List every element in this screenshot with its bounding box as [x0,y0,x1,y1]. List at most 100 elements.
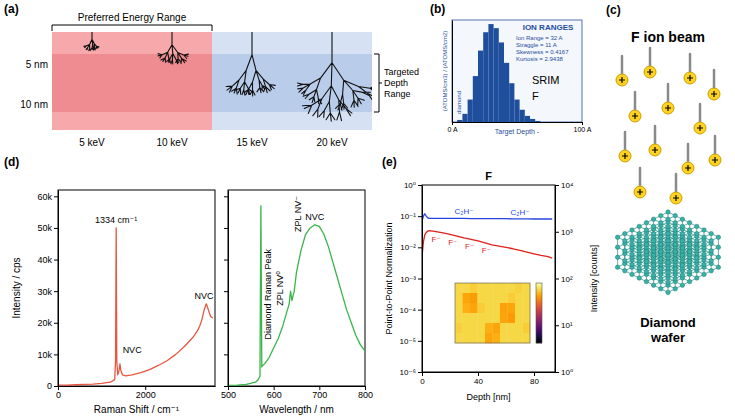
lattice-atom [680,224,684,228]
tick-mark [555,325,559,326]
bracket-label: Preferred Energy Range [78,12,187,23]
ion-ball [709,154,721,166]
tick-mark [224,228,228,229]
tick: 60k [37,192,58,202]
lattice-atom [666,239,670,243]
tick: 20k [37,318,58,328]
lattice-atom [673,277,677,281]
lattice-atom [630,252,634,256]
ion-cascade [226,32,275,96]
lattice-atom [716,255,720,259]
colorbar-step [536,333,542,335]
tick-mark [54,196,58,197]
ion [682,144,694,174]
tick: 10⁰ [555,368,573,377]
ion-tail [667,84,670,102]
lattice-bonds [618,212,719,292]
lattice-atom [637,266,641,270]
depth-band [52,54,212,112]
energy-region [52,32,212,130]
tick: 0 [420,372,425,386]
tick-label: 10⁻⁴ [399,306,416,315]
lattice-atom [615,245,619,249]
tick-label: 10² [561,275,573,284]
lattice-atom [687,279,691,283]
plot-frame [422,185,555,372]
lattice-atom [623,239,627,243]
lattice-atom [637,224,641,228]
heatmap-cell [470,283,478,293]
heatmap-cell [455,333,463,343]
heatmap-cell [485,333,493,343]
lattice-atom [623,259,627,263]
lattice-atom [716,235,720,239]
annotation: Ion Range = 32 A [516,35,563,41]
plot-frame [228,190,365,386]
tick-label: 10⁻³ [400,275,416,284]
tick-label: 0 [47,381,52,391]
heatmap-cell [493,283,501,293]
heatmap-cell [508,323,516,333]
colorbar-step [536,339,542,341]
heatmap-cell [493,313,501,323]
ion-tail [634,92,637,110]
peak-label: ZPL NV⁰ [275,271,285,306]
tick-mark [555,185,559,186]
lattice-atom [680,273,684,277]
bar [525,116,530,122]
bracket-label: TargetedDepthRange [384,67,419,99]
lattice-atom [659,235,663,239]
tick-mark [54,354,58,355]
colorbar-step [536,311,542,313]
tick: 600 [267,386,282,400]
ion-charge [711,91,717,97]
tick-label: 0 [56,390,61,400]
tick: 800 [358,386,373,400]
lattice-atom [659,267,663,271]
ion-ball [670,192,682,204]
lattice-atom [637,276,641,280]
pl-chart: 500600700800Wavelength / nmNVCDiamond Ra… [221,190,373,415]
axis-line [422,186,423,373]
lattice-atom [687,249,691,253]
colorbar-step [536,335,542,337]
tick-label: 10¹ [561,321,573,330]
heatmap-cell [470,333,478,343]
tick-label: 40k [37,255,52,265]
tick-label: 10⁻² [400,243,416,252]
data-line [422,231,552,258]
ion-tail [675,174,678,192]
lattice-atom [680,231,684,235]
y-axis: 010k20k30k40k50k60k [37,191,58,392]
ion-ball [682,162,694,174]
tick-label: 80 [530,377,539,386]
bar [488,24,493,122]
energy-label: 20 keV [316,137,347,148]
lattice-atom [687,221,691,225]
lattice-atom [666,217,670,221]
heatmap-cell [478,303,486,313]
lattice-atom [695,246,699,250]
beam-label: F ion beam [631,29,705,45]
annotation: SRIM [532,74,560,86]
heatmap-cell [523,313,531,323]
lattice-atom [644,279,648,283]
tick-mark [418,310,422,311]
heatmap-cell [515,293,523,303]
tick-mark [418,216,422,217]
lattice-atom [702,272,706,276]
lattice-atom [680,239,684,243]
panel-b: 0 A100 AION RANGESIon Range = 32 AStragg… [442,20,592,136]
ion-ball [662,102,674,114]
heatmap-cell [470,303,478,313]
panel-label: (e) [382,155,397,169]
tick-mark [224,323,228,324]
figure: (a)(b)(c)(d)(e)5 keV10 keV15 keV20 keV5 … [0,0,735,418]
tick: 10k [37,350,58,360]
lattice-atom [666,224,670,228]
tick [224,386,228,387]
annotation: NVC [195,291,215,301]
lattice-atom [630,228,634,232]
lattice-atom [637,239,641,243]
lattice-atom [659,242,663,246]
